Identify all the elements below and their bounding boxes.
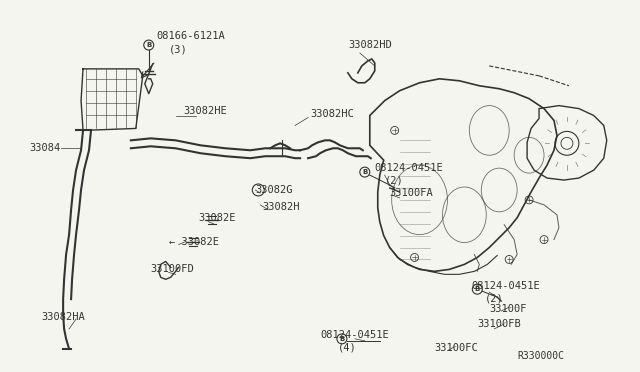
- Text: 33082H: 33082H: [262, 202, 300, 212]
- Text: 08124-0451E: 08124-0451E: [471, 281, 540, 291]
- Text: 33082E: 33082E: [198, 213, 236, 223]
- Text: (3): (3): [169, 44, 188, 54]
- Text: 33100F: 33100F: [489, 304, 527, 314]
- Text: B: B: [339, 336, 344, 342]
- Text: 33084: 33084: [29, 143, 61, 153]
- Text: ← 33082E: ← 33082E: [169, 237, 219, 247]
- Text: B: B: [146, 42, 152, 48]
- Text: B: B: [475, 286, 480, 292]
- Text: (4): (4): [338, 343, 356, 353]
- Text: 33100FA: 33100FA: [390, 188, 433, 198]
- Text: 08124-0451E: 08124-0451E: [375, 163, 444, 173]
- Text: 08166-6121A: 08166-6121A: [157, 31, 225, 41]
- Text: B: B: [362, 169, 367, 175]
- Text: 33100FD: 33100FD: [151, 264, 195, 275]
- Text: 33100FB: 33100FB: [477, 319, 521, 329]
- Text: R330000C: R330000C: [517, 351, 564, 361]
- Text: 33082HD: 33082HD: [348, 40, 392, 50]
- Text: 33082HA: 33082HA: [41, 312, 85, 322]
- Text: 33082HE: 33082HE: [184, 106, 227, 116]
- Text: 33082HC: 33082HC: [310, 109, 354, 119]
- Text: (2): (2): [485, 293, 504, 303]
- Text: (2): (2): [385, 175, 403, 185]
- Text: 33100FC: 33100FC: [435, 343, 478, 353]
- Text: 08124-0451E: 08124-0451E: [320, 330, 388, 340]
- Text: 33082G: 33082G: [255, 185, 292, 195]
